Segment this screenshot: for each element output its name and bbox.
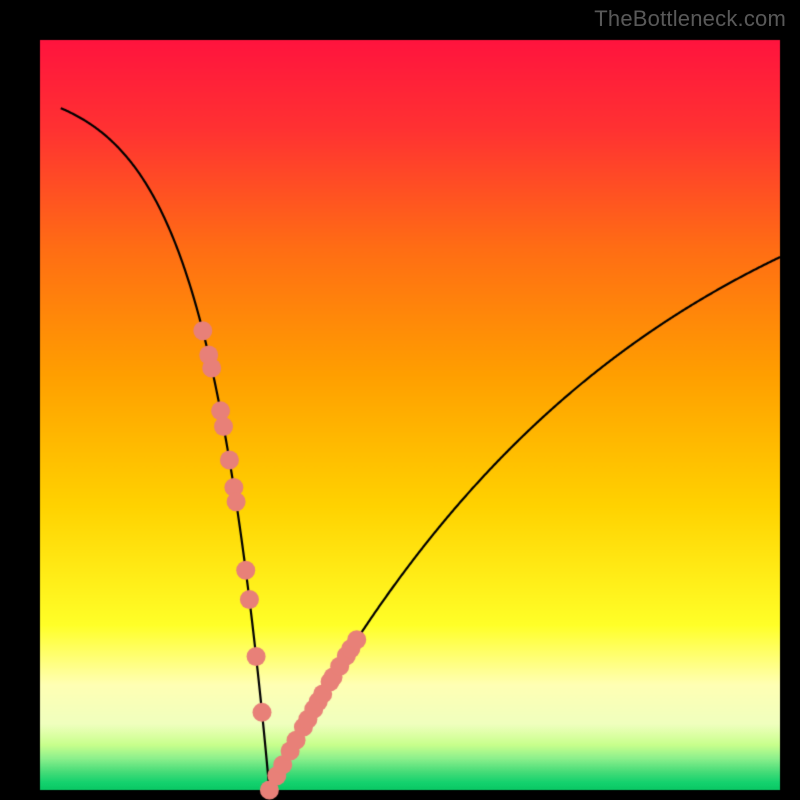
- chart-container: TheBottleneck.com: [0, 0, 800, 800]
- bottleneck-curve-chart: [0, 0, 800, 800]
- watermark-label: TheBottleneck.com: [594, 6, 786, 32]
